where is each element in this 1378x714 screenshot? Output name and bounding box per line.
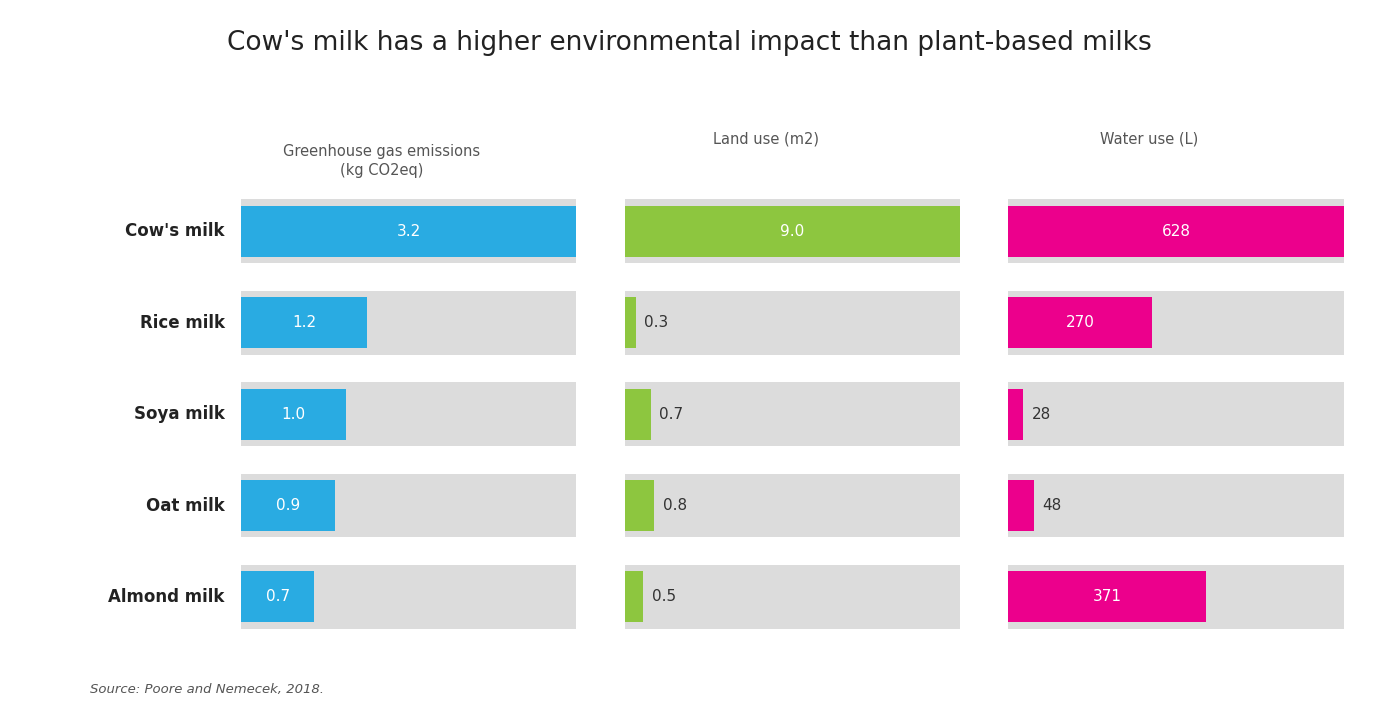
Text: Almond milk: Almond milk bbox=[109, 588, 225, 606]
Text: Source: Poore and Nemecek, 2018.: Source: Poore and Nemecek, 2018. bbox=[90, 683, 324, 695]
Text: Water use (L): Water use (L) bbox=[1100, 131, 1199, 146]
Text: Land use (m2): Land use (m2) bbox=[712, 131, 819, 146]
Bar bbox=[241, 199, 576, 263]
Bar bbox=[241, 473, 576, 538]
Bar bbox=[624, 571, 644, 623]
Bar bbox=[624, 473, 960, 538]
Bar bbox=[624, 382, 960, 446]
Text: 270: 270 bbox=[1065, 315, 1094, 331]
Bar bbox=[241, 480, 335, 531]
Text: Oat milk: Oat milk bbox=[146, 496, 225, 515]
Bar bbox=[624, 199, 960, 263]
Text: 48: 48 bbox=[1042, 498, 1061, 513]
Bar bbox=[624, 291, 960, 355]
Bar bbox=[1009, 388, 1024, 440]
Text: Soya milk: Soya milk bbox=[134, 405, 225, 423]
Text: Greenhouse gas emissions
(kg CO2eq): Greenhouse gas emissions (kg CO2eq) bbox=[284, 144, 481, 178]
Text: 9.0: 9.0 bbox=[780, 223, 805, 239]
Bar bbox=[241, 565, 576, 629]
Text: 628: 628 bbox=[1162, 223, 1191, 239]
Bar bbox=[624, 206, 960, 257]
Bar bbox=[624, 480, 655, 531]
Bar bbox=[1009, 480, 1034, 531]
Text: 3.2: 3.2 bbox=[397, 223, 420, 239]
Text: 371: 371 bbox=[1093, 589, 1122, 605]
Bar bbox=[1009, 206, 1344, 257]
Bar bbox=[241, 571, 314, 623]
Text: Cow's milk: Cow's milk bbox=[125, 222, 225, 241]
Bar bbox=[241, 291, 576, 355]
Bar bbox=[241, 388, 346, 440]
Bar bbox=[241, 297, 367, 348]
Text: 1.2: 1.2 bbox=[292, 315, 316, 331]
Bar bbox=[241, 206, 576, 257]
Bar bbox=[1009, 199, 1344, 263]
Text: 0.3: 0.3 bbox=[645, 315, 668, 331]
Text: 28: 28 bbox=[1032, 406, 1051, 422]
Bar bbox=[1009, 473, 1344, 538]
Bar bbox=[241, 382, 576, 446]
Text: Cow's milk has a higher environmental impact than plant-based milks: Cow's milk has a higher environmental im… bbox=[226, 30, 1152, 56]
Bar bbox=[624, 565, 960, 629]
Text: 0.8: 0.8 bbox=[663, 498, 688, 513]
Text: 0.7: 0.7 bbox=[659, 406, 683, 422]
Bar bbox=[624, 297, 635, 348]
Text: 1.0: 1.0 bbox=[281, 406, 306, 422]
Bar bbox=[1009, 297, 1152, 348]
Bar bbox=[624, 388, 650, 440]
Bar bbox=[1009, 565, 1344, 629]
Text: Rice milk: Rice milk bbox=[139, 313, 225, 332]
Bar bbox=[1009, 382, 1344, 446]
Bar bbox=[1009, 291, 1344, 355]
Text: 0.7: 0.7 bbox=[266, 589, 289, 605]
Bar bbox=[1009, 571, 1206, 623]
Text: 0.9: 0.9 bbox=[276, 498, 300, 513]
Text: 0.5: 0.5 bbox=[652, 589, 675, 605]
